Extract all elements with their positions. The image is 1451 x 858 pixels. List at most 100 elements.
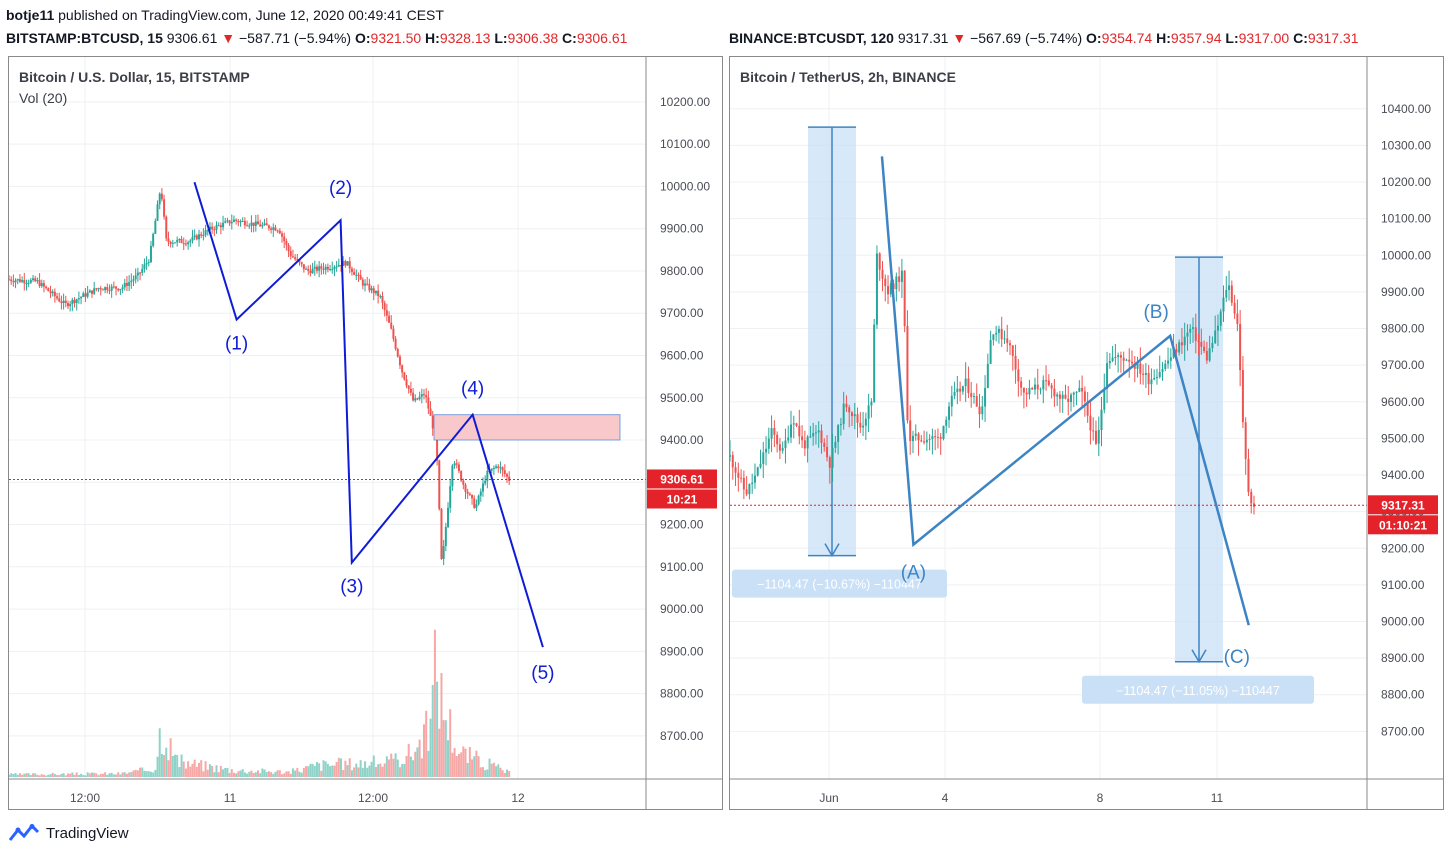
volume-bar	[34, 773, 37, 777]
candle-body	[425, 395, 428, 398]
candle-body	[256, 221, 259, 225]
candle-body	[202, 235, 205, 237]
candle-body	[1119, 355, 1122, 358]
candle-body	[418, 396, 421, 400]
candle-body	[219, 225, 222, 228]
candle-body	[464, 484, 467, 492]
volume-bar	[364, 761, 367, 777]
volume-bar	[38, 775, 41, 777]
candle-body	[1036, 384, 1039, 390]
price-tag	[647, 469, 717, 489]
candle-body	[374, 290, 377, 294]
volume-bar	[217, 772, 220, 777]
tradingview-logo[interactable]: TradingView	[8, 824, 129, 842]
candle-body	[134, 275, 137, 280]
volume-bar	[256, 770, 259, 777]
chart-pane-right[interactable]: −1104.47 (−10.67%) −110447 −1104.47 (−11.…	[729, 56, 1444, 810]
low-label-right: L:	[1225, 30, 1239, 46]
volume-bar	[206, 769, 209, 777]
candle-body	[95, 288, 98, 290]
candle-body	[143, 264, 146, 269]
volume-bar	[193, 759, 196, 777]
candle-body	[762, 452, 765, 464]
volume-bar	[401, 764, 404, 777]
chart-pane-left[interactable]: (1) (2) (3) (4) (5) 8700.00 8800.00 8900.00 900…	[8, 56, 723, 810]
candle-body	[171, 242, 174, 244]
volume-bar	[252, 773, 255, 777]
volume-bar	[344, 760, 347, 777]
candle-body	[160, 193, 163, 200]
candle-body	[18, 279, 21, 282]
volume-bar	[425, 710, 428, 777]
candle-body	[398, 356, 401, 366]
open-value-right: 9354.74	[1101, 30, 1153, 46]
candle-body	[1211, 343, 1214, 349]
wave-label: (3)	[340, 577, 363, 598]
volume-bar	[60, 773, 63, 777]
y-tick-label: 10000.00	[1381, 248, 1431, 262]
candle-body	[881, 269, 884, 279]
candle-body	[479, 491, 482, 496]
candle-body	[25, 282, 28, 284]
close-value-left: 9306.61	[576, 30, 628, 46]
candle-body	[1103, 388, 1106, 410]
close-label-left: C:	[562, 30, 577, 46]
candle-body	[62, 300, 65, 304]
volume-bar	[309, 763, 312, 777]
chart-svg-left[interactable]: (1) (2) (3) (4) (5) 8700.00 8800.00 8900.00 900…	[9, 57, 722, 809]
candle-body	[742, 477, 745, 490]
y-tick-label: 9200.00	[660, 518, 704, 532]
volume-bar	[468, 746, 471, 777]
volume-bar	[335, 761, 338, 777]
volume-bar	[90, 772, 93, 777]
candle-body	[503, 470, 506, 475]
candle-body	[224, 221, 227, 223]
volume-bar	[228, 772, 231, 777]
volume-bar	[237, 771, 240, 777]
candle-body	[451, 465, 454, 487]
author-name[interactable]: botje11	[6, 7, 55, 23]
volume-bar	[12, 773, 15, 777]
y-tick-label: 9200.00	[1381, 541, 1425, 555]
axis-right: 8700.00 8800.00 8900.00 9000.00 9100.00 9200.…	[730, 57, 1443, 809]
volume-bar	[152, 772, 155, 777]
candle-body	[281, 233, 284, 237]
candle-body	[1083, 391, 1086, 402]
timer-tag-text: 01:10:21	[1379, 518, 1427, 532]
candle-body	[189, 240, 192, 243]
candle-body	[1136, 363, 1139, 369]
candle-body	[923, 441, 926, 443]
candle-body	[845, 403, 848, 408]
ticker-last-right: 9317.31	[897, 30, 949, 46]
candle-body	[1075, 391, 1078, 393]
candle-body	[152, 233, 155, 246]
candle-body	[1092, 430, 1095, 432]
candle-body	[1192, 327, 1195, 329]
y-tick-label: 9700.00	[1381, 358, 1425, 372]
volume-bar	[160, 753, 163, 777]
volume-bar	[213, 772, 216, 777]
volume-bar	[167, 760, 170, 777]
candle-body	[355, 274, 358, 276]
volume-bar	[243, 772, 246, 777]
candle-body	[484, 480, 487, 484]
volume-bar	[348, 758, 351, 777]
chart-svg-right[interactable]: −1104.47 (−10.67%) −110447 −1104.47 (−11.…	[730, 57, 1443, 809]
volume-bar	[132, 770, 135, 777]
candle-body	[984, 387, 987, 407]
volume-bar	[29, 775, 32, 777]
volume-bar	[101, 773, 104, 777]
volume-bar	[447, 740, 450, 777]
candle-body	[414, 398, 417, 401]
volume-bar	[47, 774, 50, 777]
corrective-wave-line	[880, 156, 1250, 626]
candle-body	[1180, 342, 1183, 346]
volume-bar	[412, 760, 415, 777]
close-value-right: 9317.31	[1307, 30, 1359, 46]
volume-bar	[331, 765, 334, 777]
volume-bar	[329, 766, 332, 777]
brand-text: TradingView	[46, 824, 129, 842]
candle-body	[449, 486, 452, 508]
volume-bar	[438, 728, 441, 777]
candle-body	[211, 226, 214, 230]
